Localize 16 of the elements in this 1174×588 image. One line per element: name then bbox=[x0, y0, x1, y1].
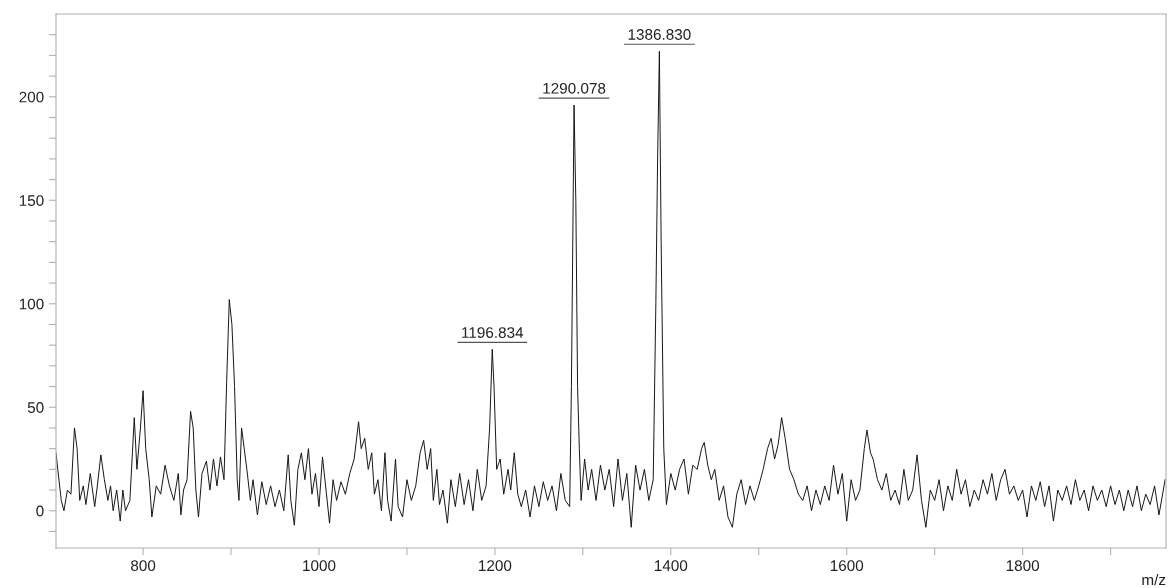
y-tick-label: 100 bbox=[19, 298, 44, 310]
x-axis-title: m/z bbox=[1142, 574, 1166, 586]
x-tick-label: 1600 bbox=[830, 560, 864, 572]
annotation: 1290.078 bbox=[543, 82, 606, 94]
y-tick-label: 0 bbox=[36, 505, 44, 517]
annotation: 1386.830 bbox=[628, 29, 691, 40]
annotation: 1196.834 bbox=[462, 327, 524, 338]
y-tick-label: 150 bbox=[19, 195, 44, 206]
y-tick-label: 200 bbox=[19, 91, 44, 103]
x-tick-label: 800 bbox=[131, 560, 156, 572]
line-series bbox=[56, 50, 1166, 528]
x-tick-label: 1000 bbox=[303, 560, 336, 572]
x-tick-label: 1400 bbox=[654, 560, 688, 572]
x-tick-label: 1800 bbox=[1006, 560, 1040, 572]
y-tick-label: 50 bbox=[27, 402, 44, 413]
x-tick-label: 1200 bbox=[479, 560, 512, 572]
